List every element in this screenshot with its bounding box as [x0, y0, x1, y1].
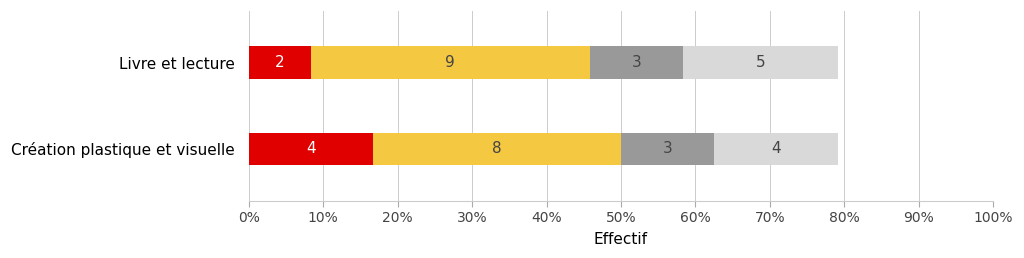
- Text: 4: 4: [306, 141, 315, 156]
- Bar: [249, 133, 373, 165]
- Bar: [310, 46, 590, 79]
- X-axis label: Effectif: Effectif: [594, 232, 648, 247]
- Text: 2: 2: [275, 55, 285, 70]
- Text: 9: 9: [445, 55, 456, 70]
- Text: 3: 3: [663, 141, 673, 156]
- Bar: [714, 133, 838, 165]
- Text: 8: 8: [493, 141, 502, 156]
- Bar: [249, 46, 310, 79]
- Bar: [590, 46, 683, 79]
- Bar: [683, 46, 838, 79]
- Bar: [621, 133, 714, 165]
- Text: 4: 4: [771, 141, 781, 156]
- Text: 3: 3: [632, 55, 641, 70]
- Text: 5: 5: [756, 55, 765, 70]
- Bar: [373, 133, 621, 165]
